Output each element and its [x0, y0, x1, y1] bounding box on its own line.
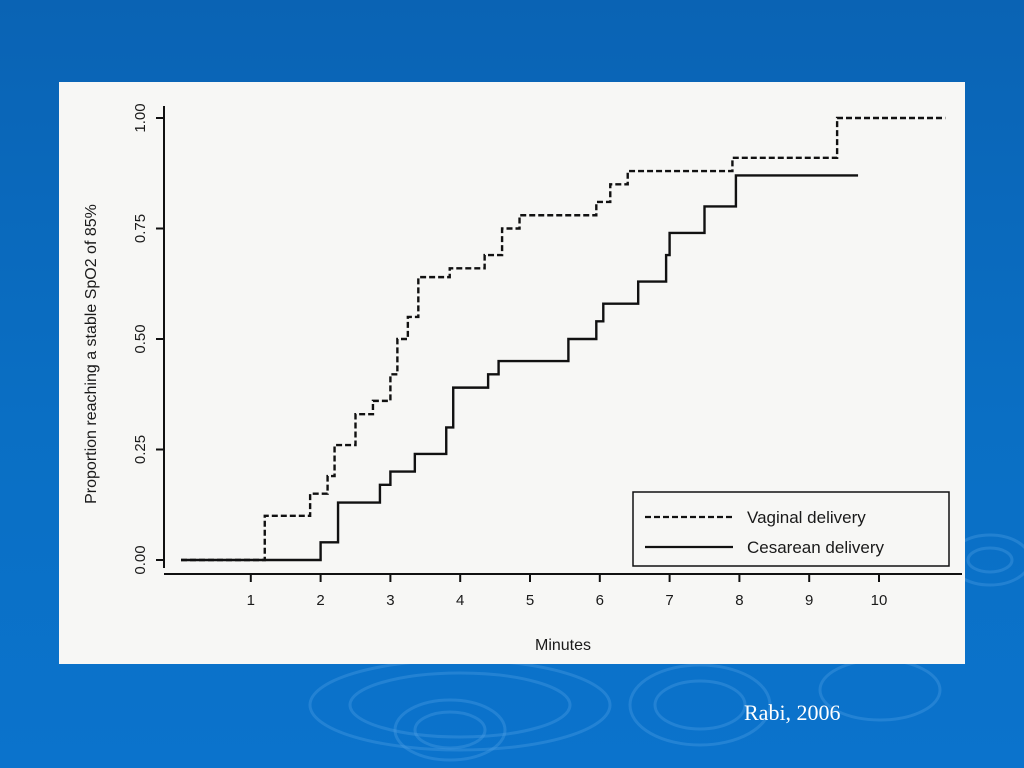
citation: Rabi, 2006 [744, 700, 841, 725]
figure-panel: 0.00 0.25 0.50 0.75 1.00 1 2 3 4 5 6 7 8 9 10 Vaginal … [59, 82, 965, 664]
legend-label: Vaginal delivery [747, 508, 866, 527]
y-tick-label: 0.50 [132, 324, 149, 353]
x-tick-label: 3 [386, 592, 394, 609]
series-line-cesarean [181, 174, 859, 562]
legend-label: Cesarean delivery [747, 538, 885, 557]
x-tick-label: 7 [665, 592, 673, 609]
x-tick-label: 10 [871, 592, 888, 609]
y-tick-label: 0.75 [132, 214, 149, 243]
y-tick-label: 0.25 [132, 435, 149, 464]
legend-box [632, 491, 950, 567]
x-tick-label: 5 [526, 592, 534, 609]
series-line-vaginal [181, 116, 946, 562]
x-tick-label: 9 [805, 592, 813, 609]
y-tick-label: 1.00 [132, 103, 149, 132]
x-tick-label: 1 [247, 592, 255, 609]
y-tick-label: 0.00 [132, 545, 149, 574]
x-tick-label: 8 [735, 592, 743, 609]
x-axis-label: Minutes [535, 637, 591, 654]
x-tick-label: 4 [456, 592, 464, 609]
y-axis-label: Proportion reaching a stable SpO2 of 85% [83, 204, 100, 504]
x-tick-label: 2 [316, 592, 324, 609]
axes: 0.00 0.25 0.50 0.75 1.00 1 2 3 4 5 6 7 8 9 10 [132, 103, 962, 609]
survival-chart: 0.00 0.25 0.50 0.75 1.00 1 2 3 4 5 6 7 8 9 10 Vaginal … [83, 103, 962, 654]
x-tick-label: 6 [596, 592, 604, 609]
series-lines [181, 116, 946, 562]
legend: Vaginal delivery Cesarean delivery [632, 491, 950, 567]
